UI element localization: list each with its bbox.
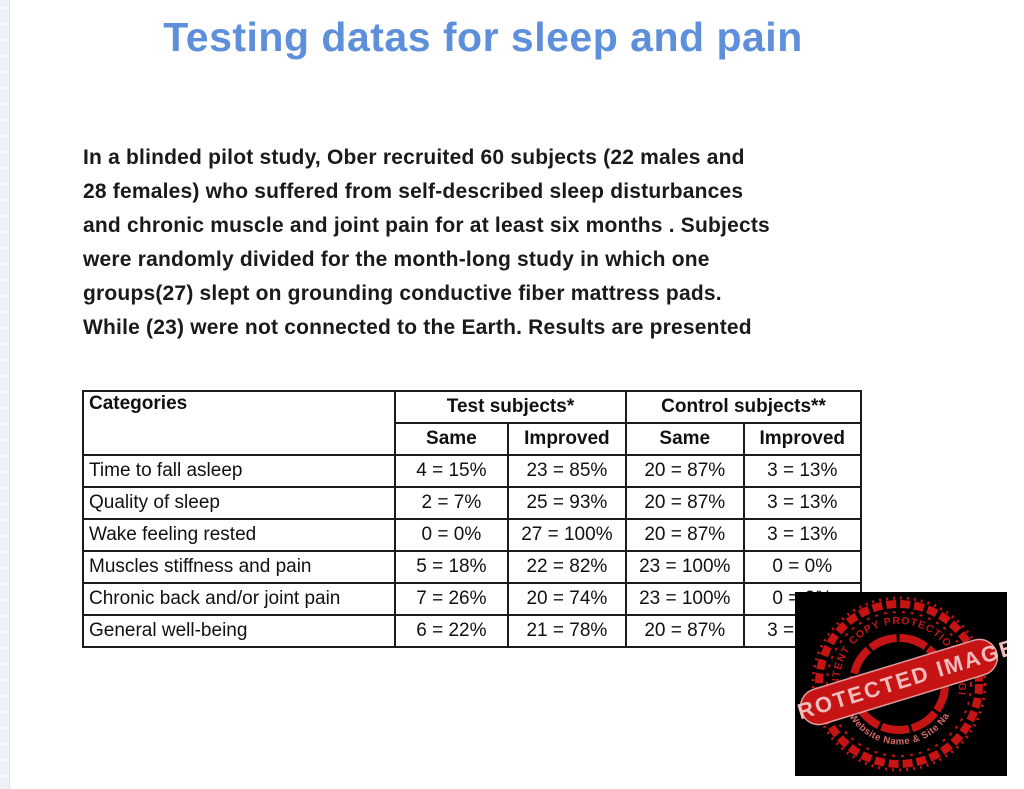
cell-test-improved: 22 = 82% (506, 550, 628, 584)
table-row: Wake feeling rested 0 = 0% 27 = 100% 20 … (82, 518, 862, 552)
cell-test-improved: 21 = 78% (506, 614, 628, 648)
cell-control-improved: 3 = 13% (742, 518, 862, 552)
paragraph-line: 28 females) who suffered from self-descr… (83, 180, 744, 203)
paragraph-line: In a blinded pilot study, Ober recruited… (83, 146, 745, 169)
cell-control-improved: 3 = 13% (742, 486, 862, 520)
page-title: Testing datas for sleep and pain (163, 14, 803, 60)
cell-test-improved: 23 = 85% (506, 454, 628, 488)
paragraph-line: While (23) were not connected to the Ear… (83, 316, 752, 339)
cell-control-same: 20 = 87% (625, 518, 745, 552)
table-header-row-subcolumns: Same Improved Same Improved (83, 422, 862, 456)
table-row: Time to fall asleep 4 = 15% 23 = 85% 20 … (82, 454, 862, 488)
page-edge-strip (0, 0, 10, 789)
table-row: Chronic back and/or joint pain 7 = 26% 2… (82, 582, 862, 616)
cell-control-same: 23 = 100% (625, 582, 745, 616)
cell-control-same: 23 = 100% (625, 550, 745, 584)
cell-test-improved: 25 = 93% (506, 486, 628, 520)
row-category: Wake feeling rested (82, 518, 396, 552)
paragraph-line: were randomly divided for the month-long… (83, 248, 710, 271)
cell-control-improved: 3 = 13% (742, 454, 862, 488)
protection-stamp-icon: CONTENT COPY PROTECTION PLUGIN By Websit… (795, 592, 1007, 776)
row-category: Chronic back and/or joint pain (82, 582, 396, 616)
stamp-banner (799, 638, 999, 726)
cell-control-improved: 0 = 0% (742, 550, 862, 584)
cell-control-same: 20 = 87% (625, 614, 745, 648)
paragraph-line: and chronic muscle and joint pain for at… (83, 214, 770, 237)
cell-test-same: 5 = 18% (393, 550, 509, 584)
cell-test-same: 2 = 7% (393, 486, 509, 520)
protected-image-watermark: CONTENT COPY PROTECTION PLUGIN By Websit… (795, 592, 1007, 776)
cell-control-same: 20 = 87% (625, 486, 745, 520)
row-category: General well-being (82, 614, 396, 648)
cell-test-same: 7 = 26% (393, 582, 509, 616)
column-group-test-subjects: Test subjects* (393, 390, 628, 424)
cell-test-improved: 27 = 100% (506, 518, 628, 552)
cell-control-same: 20 = 87% (625, 454, 745, 488)
table-row: General well-being 6 = 22% 21 = 78% 20 =… (82, 614, 862, 648)
column-header-test-improved: Improved (506, 422, 628, 456)
row-category: Muscles stiffness and pain (82, 550, 396, 584)
row-category: Time to fall asleep (82, 454, 396, 488)
column-header-control-same: Same (625, 422, 745, 456)
results-table: Categories Test subjects* Control subjec… (82, 390, 862, 648)
cell-test-improved: 20 = 74% (506, 582, 628, 616)
cell-test-same: 6 = 22% (393, 614, 509, 648)
column-header-control-improved: Improved (742, 422, 862, 456)
table-row: Quality of sleep 2 = 7% 25 = 93% 20 = 87… (82, 486, 862, 520)
paragraph-line: groups(27) slept on grounding conductive… (83, 282, 722, 305)
column-header-categories: Categories (82, 390, 396, 456)
row-category: Quality of sleep (82, 486, 396, 520)
cell-test-same: 4 = 15% (393, 454, 509, 488)
cell-test-same: 0 = 0% (393, 518, 509, 552)
study-paragraph: In a blinded pilot study, Ober recruited… (83, 141, 883, 345)
table-row: Muscles stiffness and pain 5 = 18% 22 = … (82, 550, 862, 584)
column-group-control-subjects: Control subjects** (625, 390, 862, 424)
column-header-test-same: Same (393, 422, 509, 456)
table-header-row-groups: Categories Test subjects* Control subjec… (82, 390, 862, 456)
